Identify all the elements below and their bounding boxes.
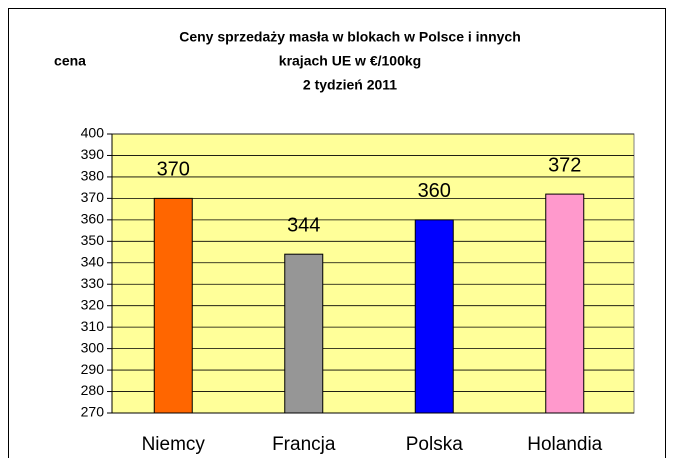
y-tick-label: 370 <box>81 189 105 205</box>
bar <box>284 253 324 414</box>
y-tick-label: 310 <box>81 318 105 334</box>
chart-title: 2 tydzień 2011 <box>303 77 397 93</box>
chart-title: Ceny sprzedaży masła w blokach w Polsce … <box>179 29 521 45</box>
y-tick-label: 320 <box>81 296 105 312</box>
data-label: 344 <box>287 214 320 236</box>
bar <box>153 197 193 414</box>
y-axis-label: cena <box>54 53 86 69</box>
y-tick-label: 350 <box>81 232 105 248</box>
chart-title: krajach UE w €/100kg <box>279 53 421 69</box>
x-tick-label: Niemcy <box>142 434 206 455</box>
x-tick-label: Francja <box>272 434 336 455</box>
y-tick-label: 400 <box>81 125 105 141</box>
y-tick-label: 330 <box>81 275 105 291</box>
y-tick-label: 270 <box>81 404 105 420</box>
x-tick-label: Holandia <box>527 434 602 455</box>
y-tick-label: 340 <box>81 253 105 269</box>
data-label: 372 <box>548 154 581 176</box>
bar <box>545 193 585 414</box>
bar <box>414 219 454 414</box>
y-tick-label: 300 <box>81 339 105 355</box>
data-label: 370 <box>157 159 190 181</box>
y-tick-label: 290 <box>81 361 105 377</box>
y-tick-label: 390 <box>81 146 105 162</box>
y-tick-label: 280 <box>81 382 105 398</box>
y-tick-label: 360 <box>81 211 105 227</box>
data-label: 360 <box>418 180 451 202</box>
chart-border <box>8 8 666 458</box>
y-tick-label: 380 <box>81 168 105 184</box>
x-tick-label: Polska <box>406 434 463 455</box>
